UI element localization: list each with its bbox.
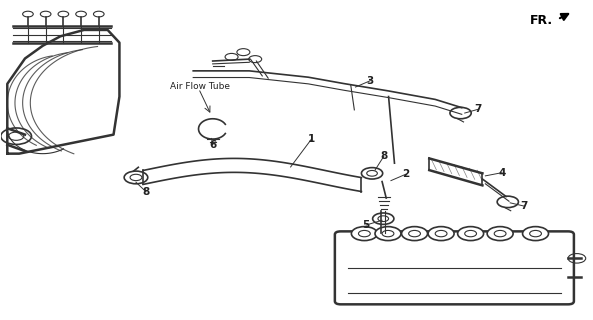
Text: 5: 5 (362, 220, 370, 230)
Circle shape (401, 227, 428, 241)
Text: 3: 3 (366, 76, 374, 86)
Circle shape (458, 227, 484, 241)
Circle shape (428, 227, 454, 241)
Text: 8: 8 (142, 187, 149, 197)
Text: 7: 7 (474, 104, 482, 114)
Text: 6: 6 (209, 140, 216, 150)
Text: FR.: FR. (530, 14, 553, 27)
Text: 4: 4 (498, 168, 506, 178)
Text: 2: 2 (402, 169, 409, 179)
Text: 8: 8 (380, 151, 387, 161)
Circle shape (487, 227, 513, 241)
Text: 1: 1 (308, 134, 315, 144)
Text: 7: 7 (520, 201, 527, 211)
Circle shape (352, 227, 377, 241)
Circle shape (522, 227, 549, 241)
Text: Air Flow Tube: Air Flow Tube (170, 82, 229, 91)
Circle shape (375, 227, 401, 241)
